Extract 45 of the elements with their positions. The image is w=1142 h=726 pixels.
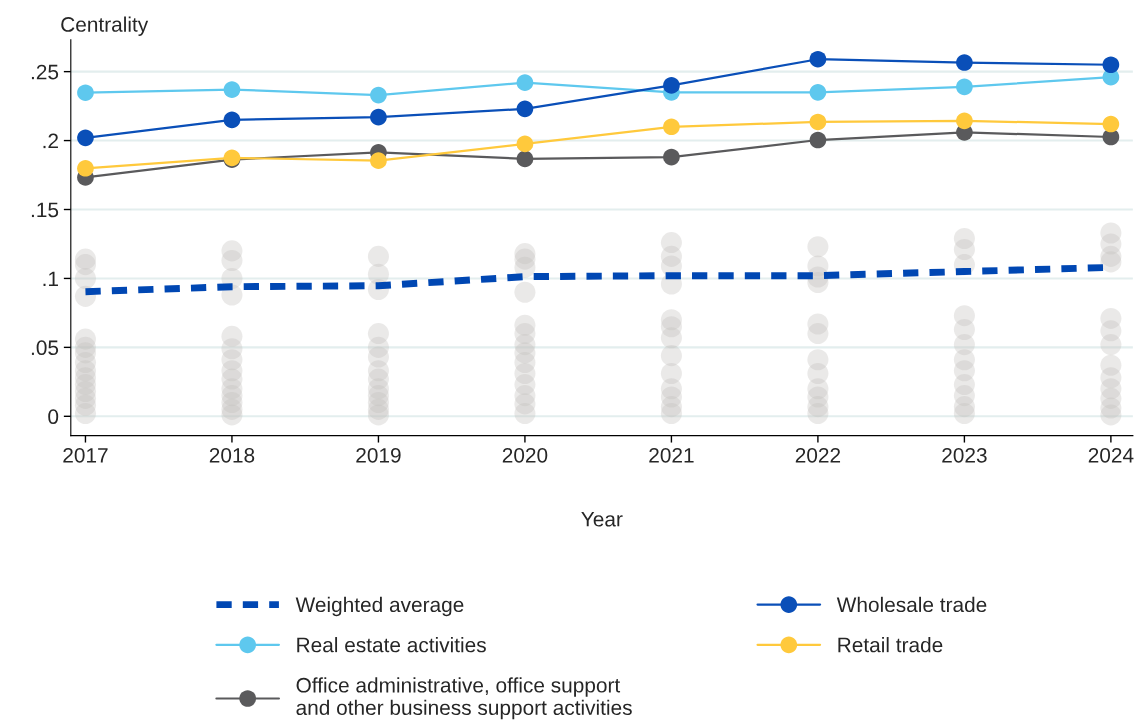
point — [77, 159, 94, 177]
point — [956, 78, 973, 96]
point — [223, 81, 241, 98]
y-tick-label: .25 — [31, 64, 59, 80]
legend-label: Retail trade — [838, 637, 943, 653]
x-tick-label: 2021 — [649, 447, 694, 463]
y-tick-label: .2 — [43, 133, 58, 149]
y-tick-label: .15 — [31, 202, 59, 218]
y-tick-label: 0 — [48, 409, 59, 425]
point — [663, 148, 680, 166]
x-tick-label: 2017 — [63, 447, 108, 463]
point — [370, 152, 387, 170]
point — [77, 84, 94, 102]
x-axis-title: Year — [581, 512, 623, 527]
point — [1102, 56, 1120, 74]
legend-label: Real estate activities — [297, 637, 486, 653]
legend-label: Office administrative, office support and other business support activities — [296, 677, 632, 720]
y-tick-label: .05 — [31, 340, 59, 356]
legend-label: Wholesale trade — [836, 596, 987, 613]
point — [516, 135, 534, 153]
x-tick-label: 2022 — [795, 447, 841, 463]
point — [223, 111, 241, 129]
point — [809, 83, 827, 101]
point — [663, 77, 680, 94]
point — [516, 74, 534, 91]
point — [956, 54, 973, 71]
point — [77, 129, 94, 147]
point — [1102, 115, 1120, 133]
point — [663, 118, 680, 136]
x-tick-label: 2024 — [1088, 447, 1134, 463]
point — [516, 150, 534, 168]
point — [370, 86, 387, 104]
legend-label: Weighted average — [295, 596, 464, 617]
x-tick-label: 2018 — [209, 447, 255, 463]
point — [809, 131, 827, 149]
y-tick-label: .1 — [43, 271, 58, 286]
point — [809, 113, 827, 131]
x-tick-label: 2023 — [942, 447, 987, 463]
point — [809, 50, 827, 68]
x-tick-label: 2019 — [356, 447, 401, 463]
x-tick-label: 2020 — [502, 447, 548, 463]
point — [956, 112, 973, 130]
point — [516, 100, 534, 118]
point — [370, 108, 387, 126]
y-axis-title: Centrality — [61, 16, 149, 36]
